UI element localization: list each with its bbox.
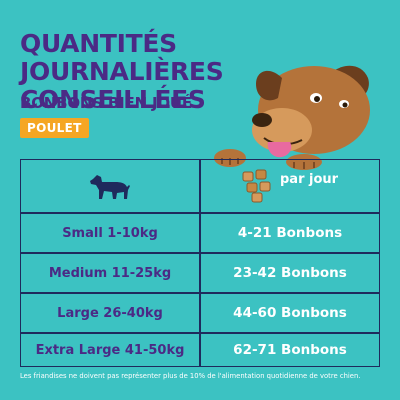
table-row: Medium 11-25kg 23-42 Bonbons [21, 254, 379, 292]
treats-icon [242, 169, 271, 203]
product-subtitle: BONBONS BIEN JOUÉ [20, 94, 192, 112]
footer-note: Les friandises ne doivent pas représente… [20, 372, 361, 380]
table-row: Large 26-40kg 44-60 Bonbons [21, 294, 379, 332]
table-header-dog-cell [21, 160, 199, 212]
table-divider [21, 292, 379, 294]
size-cell: Large 26-40kg [57, 305, 163, 321]
amount-cell: 62-71 Bonbons [233, 342, 347, 358]
table-row: Small 1-10kg 4-21 Bonbons [21, 214, 379, 252]
feeding-table: Small 1-10kg 4-21 Bonbons Medium 11-25kg… [20, 159, 380, 367]
amount-cell: 4-21 Bonbons [237, 225, 343, 241]
table-divider [21, 252, 379, 254]
dog-silhouette-icon [90, 175, 130, 199]
table-header-treats-cell [201, 160, 379, 212]
page-title: QUANTITÉS JOURNALIÈRES CONSEILLÉES [20, 29, 224, 114]
size-cell: Medium 11-25kg [48, 265, 172, 281]
table-divider [21, 332, 379, 334]
table-column-divider [199, 160, 201, 366]
table-row: Extra Large 41-50kg 62-71 Bonbons [21, 334, 379, 366]
flavor-badge: POULET [20, 118, 89, 138]
table-header-row [21, 160, 379, 212]
per-day-label: par jour [280, 172, 339, 187]
amount-cell: 44-60 Bonbons [233, 305, 347, 321]
table-divider [21, 212, 379, 214]
size-cell: Small 1-10kg [62, 225, 158, 241]
amount-cell: 23-42 Bonbons [233, 265, 347, 281]
size-cell: Extra Large 41-50kg [35, 342, 185, 358]
dog-illustration [214, 65, 370, 170]
